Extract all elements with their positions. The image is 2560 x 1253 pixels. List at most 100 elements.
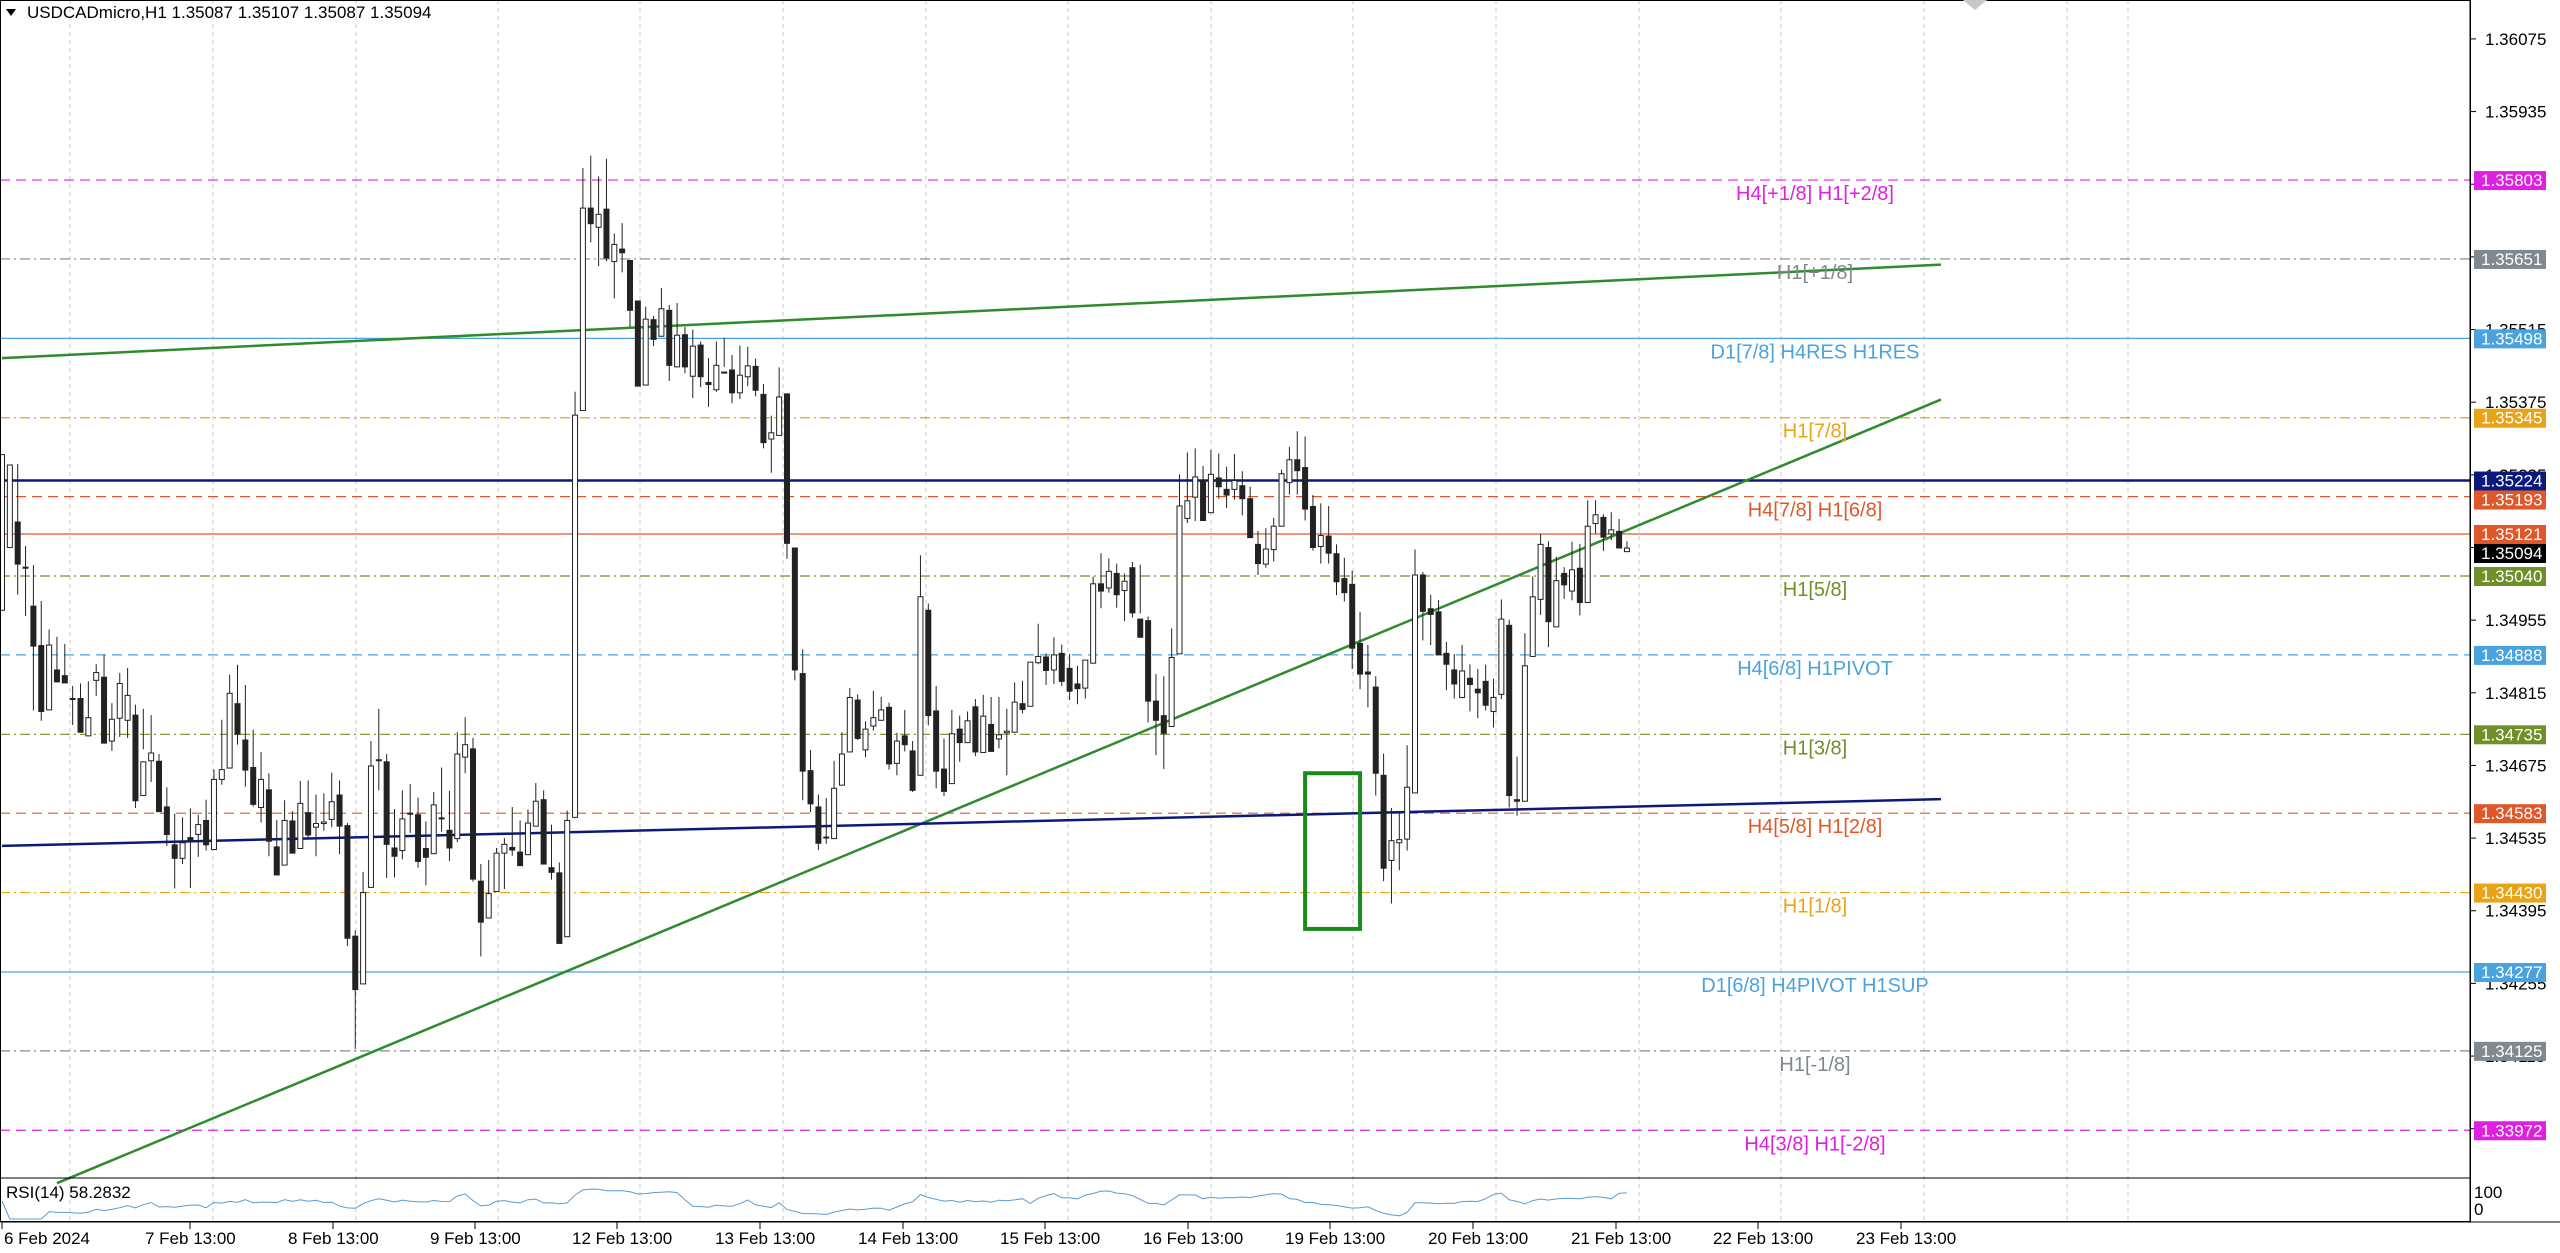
- candle-bull: [572, 414, 579, 818]
- candlesticks: [0, 155, 1630, 1049]
- candle-bear: [446, 829, 453, 849]
- level-labels: H4[+1/8] H1[+2/8] H1[+1/8] D1[7/8] H4RES H…: [1701, 183, 1929, 1155]
- candle-bear: [1160, 715, 1167, 734]
- candle-bull: [870, 717, 877, 727]
- trendlines[interactable]: [1, 263, 1942, 1185]
- chart-shift-marker-icon[interactable]: [1963, 0, 1987, 10]
- level-label: D1[7/8] H4RES H1RES: [1711, 341, 1920, 363]
- candle-bull: [1050, 654, 1057, 671]
- price-badge-value: 1.35040: [2481, 567, 2542, 586]
- candle-bear: [634, 300, 641, 387]
- candle-bull: [611, 243, 618, 263]
- candle-bear: [273, 846, 280, 876]
- candle-bear: [391, 847, 398, 857]
- level-label: D1[6/8] H4PIVOT H1SUP: [1701, 975, 1929, 997]
- candle-bear: [1223, 488, 1230, 496]
- candle-bear: [681, 334, 688, 368]
- level-label: H1[5/8]: [1783, 579, 1847, 601]
- candle-bear: [729, 369, 736, 394]
- highlight-box-group[interactable]: [1303, 771, 1363, 931]
- candle-bull: [1623, 547, 1630, 553]
- x-tick-label: 15 Feb 13:00: [1000, 1229, 1100, 1248]
- candle-bull: [579, 207, 586, 411]
- candle-bull: [195, 824, 202, 835]
- candle-bear: [1302, 467, 1309, 510]
- candle-bear: [697, 344, 704, 378]
- candle-bull: [0, 454, 5, 611]
- candle-bear: [265, 789, 272, 842]
- trendline[interactable]: [56, 398, 1942, 1185]
- candle-bear: [1349, 583, 1356, 649]
- candle-bear: [101, 676, 108, 744]
- candle-bear: [53, 669, 60, 683]
- candle-bull: [1270, 525, 1277, 551]
- candle-bear: [619, 248, 626, 254]
- price-badge-value: 1.35224: [2481, 472, 2542, 491]
- level-label: H1[7/8]: [1783, 421, 1847, 443]
- candle-bull: [1207, 473, 1214, 514]
- candle-bull: [399, 818, 406, 852]
- price-badge-value: 1.35651: [2481, 250, 2542, 269]
- candle-bear: [289, 820, 296, 854]
- candle-bull: [564, 819, 571, 938]
- plot-frame: [0, 0, 2471, 1222]
- level-label: H4[5/8] H1[2/8]: [1748, 816, 1883, 838]
- candle-bear: [556, 872, 563, 944]
- x-tick-label: 9 Feb 13:00: [430, 1229, 521, 1248]
- highlight-box[interactable]: [1303, 771, 1363, 931]
- candle-bear: [1427, 608, 1434, 615]
- candle-bull: [642, 318, 649, 386]
- candle-bull: [1231, 480, 1238, 490]
- candle-bear: [1129, 567, 1136, 614]
- rsi-line: [1, 1188, 1627, 1220]
- candle-bear: [1247, 498, 1254, 539]
- candle-bull: [1121, 580, 1128, 592]
- candle-bull: [124, 694, 131, 721]
- candle-bull: [1388, 840, 1395, 861]
- candle-bear: [38, 645, 45, 712]
- trendline[interactable]: [1, 797, 1941, 848]
- candle-bull: [485, 893, 492, 919]
- candle-bear: [1294, 459, 1301, 472]
- price-badge-value: 1.35094: [2481, 544, 2542, 563]
- candle-bull: [831, 787, 838, 840]
- candle-bear: [791, 547, 798, 671]
- candle-bear: [1137, 618, 1144, 638]
- candle-bear: [1514, 799, 1521, 802]
- candle-bear: [627, 260, 633, 311]
- price-badge: [2474, 471, 2546, 491]
- rsi-scale-top: 100: [2474, 1183, 2502, 1202]
- candle-bear: [156, 760, 162, 813]
- candle-bull: [823, 836, 830, 839]
- candle-bear: [603, 208, 610, 259]
- candle-bull: [375, 759, 382, 762]
- x-tick-label: 6 Feb 2024: [4, 1229, 90, 1248]
- candle-bear: [988, 723, 995, 752]
- candle-bull: [878, 709, 885, 721]
- candle-bull: [893, 740, 900, 764]
- y-tick-label: 1.34955: [2485, 611, 2546, 630]
- candle-bull: [1105, 570, 1112, 589]
- candle-bull: [108, 718, 115, 742]
- candle-bull: [689, 345, 696, 377]
- trendline[interactable]: [1, 263, 1942, 360]
- candle-bear: [886, 706, 893, 765]
- price-badge: [2474, 1041, 2546, 1061]
- candle-bear: [1576, 567, 1583, 603]
- candle-bear: [1309, 505, 1316, 548]
- rsi-panel: [0, 1177, 2470, 1220]
- rsi-label: RSI(14) 58.2832: [6, 1183, 131, 1202]
- candle-bear: [234, 703, 241, 735]
- price-badge-value: 1.35803: [2481, 171, 2542, 190]
- candle-bear: [1435, 611, 1442, 656]
- candle-bull: [1003, 730, 1010, 734]
- candle-bull: [85, 717, 92, 737]
- dropdown-triangle-icon[interactable]: [6, 9, 16, 16]
- y-tick-label: 1.34535: [2485, 829, 2546, 848]
- x-tick-label: 12 Feb 13:00: [572, 1229, 672, 1248]
- candle-bear: [1600, 516, 1607, 538]
- price-badges: 1.358031.356511.354981.353451.352241.351…: [2474, 171, 2546, 1141]
- level-label: H4[+1/8] H1[+2/8]: [1736, 183, 1894, 205]
